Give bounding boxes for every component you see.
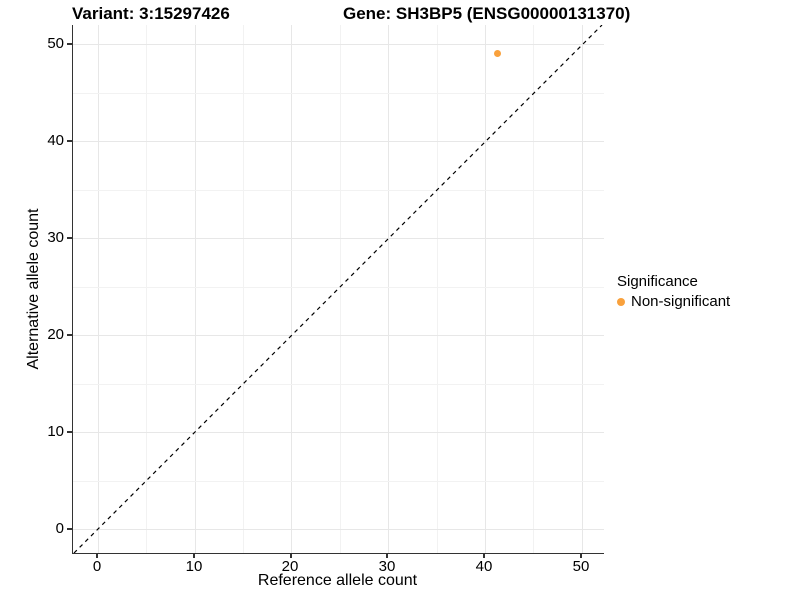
y-tick-mark: [67, 528, 72, 530]
orange-dot-icon: [617, 297, 625, 306]
y-tick-label: 40: [47, 132, 64, 149]
x-tick-label: 30: [378, 558, 396, 575]
x-tick-mark: [386, 553, 388, 558]
data-point-non-significant: [494, 50, 501, 57]
x-tick-mark: [483, 553, 485, 558]
x-tick-label: 0: [92, 558, 102, 575]
gridline-v-minor: [533, 25, 534, 553]
x-tick-label: 40: [475, 558, 493, 575]
gridline-v-major: [582, 25, 583, 553]
gridline-v-minor: [243, 25, 244, 553]
legend-item-label: Non-significant: [631, 293, 731, 310]
gridline-v-major: [195, 25, 196, 553]
y-axis-title: Alternative allele count: [25, 208, 42, 370]
x-tick-label: 20: [281, 558, 299, 575]
y-tick-mark: [67, 334, 72, 336]
x-tick-mark: [580, 553, 582, 558]
legend-title: Significance: [617, 273, 698, 290]
gridline-h-major: [73, 529, 604, 530]
gridline-h-minor: [73, 190, 604, 191]
x-tick-mark: [96, 553, 98, 558]
x-tick-mark: [290, 553, 292, 558]
gridline-h-minor: [73, 384, 604, 385]
x-tick-label: 10: [185, 558, 203, 575]
gridline-h-major: [73, 238, 604, 239]
y-tick-label: 0: [55, 520, 64, 537]
x-tick-label: 50: [572, 558, 590, 575]
gridline-h-major: [73, 141, 604, 142]
identity-line: [73, 25, 603, 553]
y-tick-mark: [67, 43, 72, 45]
gridline-v-major: [291, 25, 292, 553]
y-tick-label: 10: [47, 423, 64, 440]
gridline-h-major: [73, 335, 604, 336]
gridline-v-minor: [340, 25, 341, 553]
plot-title-gene: Gene: SH3BP5 (ENSG00000131370): [343, 4, 631, 23]
gridline-v-major: [388, 25, 389, 553]
x-axis-title: Reference allele count: [257, 572, 418, 589]
y-tick-mark: [67, 140, 72, 142]
y-tick-label: 30: [47, 229, 64, 246]
y-tick-mark: [67, 431, 72, 433]
y-tick-mark: [67, 237, 72, 239]
gridline-h-minor: [73, 287, 604, 288]
gridline-h-minor: [73, 93, 604, 94]
legend-item-non-significant: Non-significant: [617, 293, 730, 310]
gridline-v-minor: [146, 25, 147, 553]
gridline-v-major: [485, 25, 486, 553]
gridline-v-minor: [437, 25, 438, 553]
plot-panel: [72, 25, 604, 554]
y-tick-label: 50: [47, 35, 64, 52]
gridline-h-major: [73, 44, 604, 45]
gridline-v-major: [98, 25, 99, 553]
y-tick-label: 20: [47, 326, 64, 343]
gridline-h-major: [73, 432, 604, 433]
x-tick-mark: [193, 553, 195, 558]
plot-title-variant: Variant: 3:15297426: [72, 4, 230, 23]
legend: Significance Non-significant: [617, 273, 730, 310]
gridline-h-minor: [73, 481, 604, 482]
